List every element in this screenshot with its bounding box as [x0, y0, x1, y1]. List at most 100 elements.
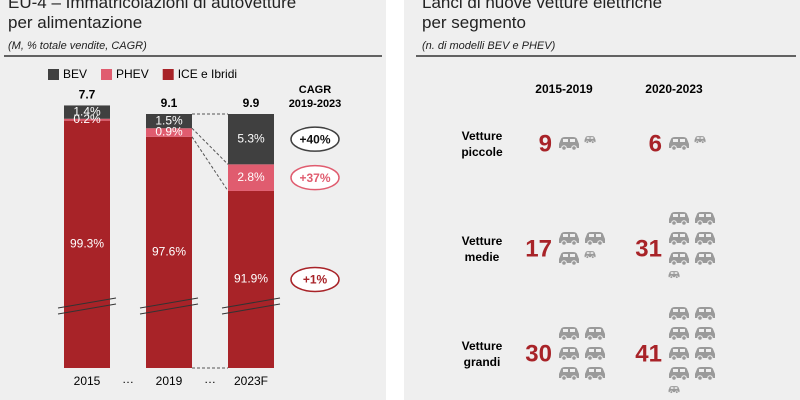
- car-window: [706, 329, 711, 332]
- car-icon: [559, 347, 579, 361]
- car-window: [590, 137, 594, 139]
- cagr-title-line: 2019-2023: [289, 98, 342, 110]
- cell-value: 31: [635, 235, 662, 262]
- x-separator: …: [122, 372, 134, 386]
- car-window: [570, 329, 575, 332]
- bar-total: 7.7: [79, 88, 96, 102]
- car-window: [596, 349, 601, 352]
- car-window: [563, 329, 568, 332]
- car-wheel: [707, 315, 713, 321]
- left-title-line: per alimentazione: [8, 13, 142, 32]
- car-window: [706, 349, 711, 352]
- cell-value: 9: [539, 130, 552, 157]
- car-window: [680, 139, 685, 142]
- segment-label: 97.6%: [152, 245, 186, 259]
- car-wheel: [701, 140, 705, 144]
- car-wheel: [697, 260, 703, 266]
- axis-break: [57, 297, 117, 309]
- segment-label: 5.3%: [237, 131, 265, 145]
- car-window: [563, 349, 568, 352]
- car-window: [563, 234, 568, 237]
- segment-label: 0.9%: [155, 125, 183, 139]
- car-window: [673, 254, 678, 257]
- row-label: Vetture piccole: [461, 129, 503, 159]
- car-window: [680, 214, 685, 217]
- row-label-line: grandi: [464, 355, 501, 369]
- car-icon: [695, 367, 715, 381]
- bar-total: 9.1: [161, 96, 178, 110]
- car-wheel: [571, 260, 577, 266]
- car-icon: [585, 347, 605, 361]
- car-wheel: [585, 255, 589, 259]
- axis-break: [57, 303, 117, 315]
- left-panel: [0, 0, 386, 400]
- car-wheel: [707, 260, 713, 266]
- car-window: [674, 387, 678, 389]
- bar-total: 9.9: [243, 96, 260, 110]
- car-window: [680, 309, 685, 312]
- car-wheel: [587, 355, 593, 361]
- car-window: [706, 309, 711, 312]
- car-window: [589, 329, 594, 332]
- car-icon: [669, 137, 689, 151]
- car-icon: [585, 232, 605, 246]
- car-window: [596, 234, 601, 237]
- car-window: [706, 254, 711, 257]
- car-icon: [695, 252, 715, 266]
- x-tick-label: 2019: [156, 374, 183, 388]
- car-wheel: [707, 240, 713, 246]
- car-wheel: [697, 355, 703, 361]
- car-wheel: [697, 375, 703, 381]
- car-window: [673, 234, 678, 237]
- row-label: Vetture medie: [462, 234, 503, 264]
- car-wheel: [671, 315, 677, 321]
- car-icon: [669, 307, 689, 321]
- car-icon: [668, 271, 680, 279]
- column-header: 2015-2019: [535, 82, 593, 96]
- car-wheel: [597, 375, 603, 381]
- car-window: [696, 137, 700, 139]
- car-icon: [559, 252, 579, 266]
- car-window: [563, 254, 568, 257]
- car-window: [570, 349, 575, 352]
- car-window: [699, 234, 704, 237]
- car-window: [596, 329, 601, 332]
- cell-value: 17: [525, 235, 552, 262]
- car-wheel: [697, 315, 703, 321]
- car-icon: [669, 367, 689, 381]
- legend-label: BEV: [63, 67, 87, 81]
- bar-segment: [228, 190, 274, 368]
- car-window: [699, 349, 704, 352]
- car-window: [670, 272, 674, 274]
- connector: [191, 127, 229, 165]
- car-window: [673, 369, 678, 372]
- car-wheel: [597, 240, 603, 246]
- car-window: [673, 329, 678, 332]
- car-icon: [669, 252, 689, 266]
- car-wheel: [585, 140, 589, 144]
- cagr-title-line: CAGR: [299, 84, 331, 96]
- bar-segment: [64, 118, 110, 121]
- car-wheel: [681, 335, 687, 341]
- legend-label: PHEV: [116, 67, 149, 81]
- car-window: [570, 139, 575, 142]
- car-window: [590, 252, 594, 254]
- axis-break: [221, 303, 281, 315]
- left-title-line: EU-4 – Immatricolazioni di autovetture: [8, 0, 296, 12]
- cell-value: 6: [649, 130, 662, 157]
- car-window: [589, 369, 594, 372]
- car-window: [673, 349, 678, 352]
- car-wheel: [697, 240, 703, 246]
- car-wheel: [707, 355, 713, 361]
- car-window: [589, 349, 594, 352]
- right-subtitle: (n. di modelli BEV e PHEV): [422, 40, 556, 52]
- car-icon: [669, 212, 689, 226]
- bar-segment: [146, 128, 192, 137]
- car-window: [699, 329, 704, 332]
- x-tick-label: 2015: [74, 374, 101, 388]
- car-window: [670, 387, 674, 389]
- car-wheel: [591, 140, 595, 144]
- bar-segment: [228, 164, 274, 191]
- car-window: [563, 139, 568, 142]
- cagr-oval: [290, 126, 340, 152]
